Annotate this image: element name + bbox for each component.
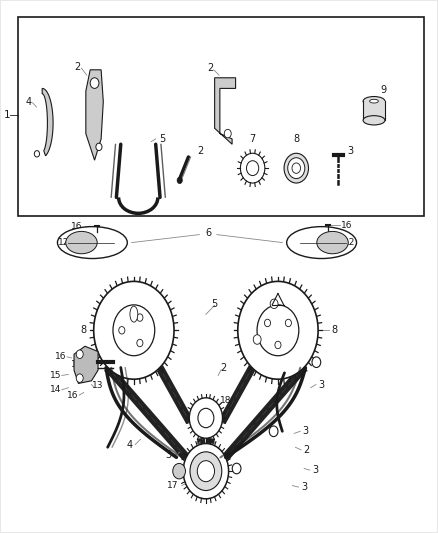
Text: 4: 4 — [26, 96, 32, 107]
Polygon shape — [197, 438, 205, 444]
Circle shape — [34, 151, 39, 157]
Circle shape — [197, 461, 215, 482]
Circle shape — [190, 452, 222, 490]
Text: 16: 16 — [71, 222, 83, 231]
Circle shape — [232, 463, 241, 474]
Polygon shape — [106, 364, 189, 461]
Polygon shape — [219, 365, 255, 424]
Text: 1: 1 — [4, 110, 11, 120]
Text: 4: 4 — [127, 440, 133, 450]
Text: 15: 15 — [49, 371, 61, 380]
Circle shape — [76, 374, 83, 382]
Circle shape — [113, 305, 155, 356]
Polygon shape — [207, 438, 215, 444]
Text: 2: 2 — [220, 362, 226, 373]
Circle shape — [253, 335, 261, 344]
Circle shape — [137, 340, 143, 347]
Circle shape — [285, 319, 291, 327]
Polygon shape — [42, 88, 53, 156]
Text: 3: 3 — [348, 146, 354, 156]
Bar — [363, 101, 385, 120]
Text: 14: 14 — [49, 385, 61, 394]
Text: 16: 16 — [341, 221, 353, 230]
Text: 8: 8 — [332, 325, 338, 335]
Text: 3: 3 — [301, 482, 307, 492]
Circle shape — [183, 443, 229, 499]
Circle shape — [94, 281, 174, 379]
Circle shape — [119, 327, 125, 334]
Text: 2: 2 — [207, 63, 213, 72]
Text: 3: 3 — [166, 450, 172, 460]
Circle shape — [198, 408, 214, 427]
Polygon shape — [223, 364, 307, 461]
Circle shape — [238, 281, 318, 379]
Ellipse shape — [370, 99, 378, 103]
Circle shape — [284, 154, 308, 183]
Text: 11: 11 — [142, 368, 154, 377]
Ellipse shape — [287, 227, 357, 259]
Ellipse shape — [57, 227, 127, 259]
Circle shape — [257, 305, 299, 356]
Polygon shape — [156, 365, 193, 424]
Circle shape — [76, 350, 83, 359]
Circle shape — [189, 398, 223, 438]
Ellipse shape — [130, 306, 138, 322]
Text: 2: 2 — [74, 62, 80, 72]
Text: 7: 7 — [203, 433, 209, 442]
Circle shape — [269, 426, 278, 437]
Circle shape — [240, 154, 265, 183]
Text: 12: 12 — [344, 238, 356, 247]
Text: 3: 3 — [312, 465, 318, 475]
Text: 2: 2 — [303, 445, 310, 455]
Polygon shape — [86, 70, 103, 160]
Circle shape — [275, 341, 281, 349]
Ellipse shape — [66, 231, 97, 254]
Ellipse shape — [317, 231, 348, 254]
Text: 13: 13 — [92, 381, 103, 390]
Circle shape — [247, 161, 259, 175]
Circle shape — [265, 319, 271, 327]
Text: 5: 5 — [212, 298, 218, 309]
Text: 5: 5 — [159, 134, 165, 144]
Circle shape — [270, 299, 278, 309]
Bar — [18, 17, 424, 216]
Text: 10: 10 — [290, 351, 301, 360]
Circle shape — [312, 357, 321, 368]
Text: 11: 11 — [264, 368, 275, 377]
Circle shape — [288, 158, 305, 179]
Text: 3: 3 — [302, 426, 308, 437]
Text: 18: 18 — [220, 397, 231, 406]
Text: 8: 8 — [81, 325, 87, 335]
Polygon shape — [74, 346, 98, 383]
Text: 12: 12 — [58, 238, 70, 247]
Text: 3: 3 — [318, 379, 325, 390]
Circle shape — [224, 130, 231, 138]
Ellipse shape — [363, 96, 385, 106]
Text: 2: 2 — [197, 146, 203, 156]
Ellipse shape — [363, 116, 385, 125]
Text: 6: 6 — [205, 228, 211, 238]
Text: 17: 17 — [167, 481, 179, 490]
Text: 10: 10 — [110, 351, 122, 360]
Circle shape — [173, 463, 185, 479]
Text: 9: 9 — [381, 85, 387, 95]
Circle shape — [96, 143, 102, 151]
Text: 12: 12 — [71, 360, 83, 369]
Circle shape — [177, 177, 182, 183]
Text: 7: 7 — [250, 134, 256, 144]
Text: 8: 8 — [293, 134, 299, 144]
Polygon shape — [215, 78, 236, 144]
Circle shape — [292, 163, 300, 173]
Text: 16: 16 — [67, 391, 78, 400]
Circle shape — [137, 314, 143, 321]
Circle shape — [90, 78, 99, 88]
Text: 16: 16 — [55, 352, 66, 361]
